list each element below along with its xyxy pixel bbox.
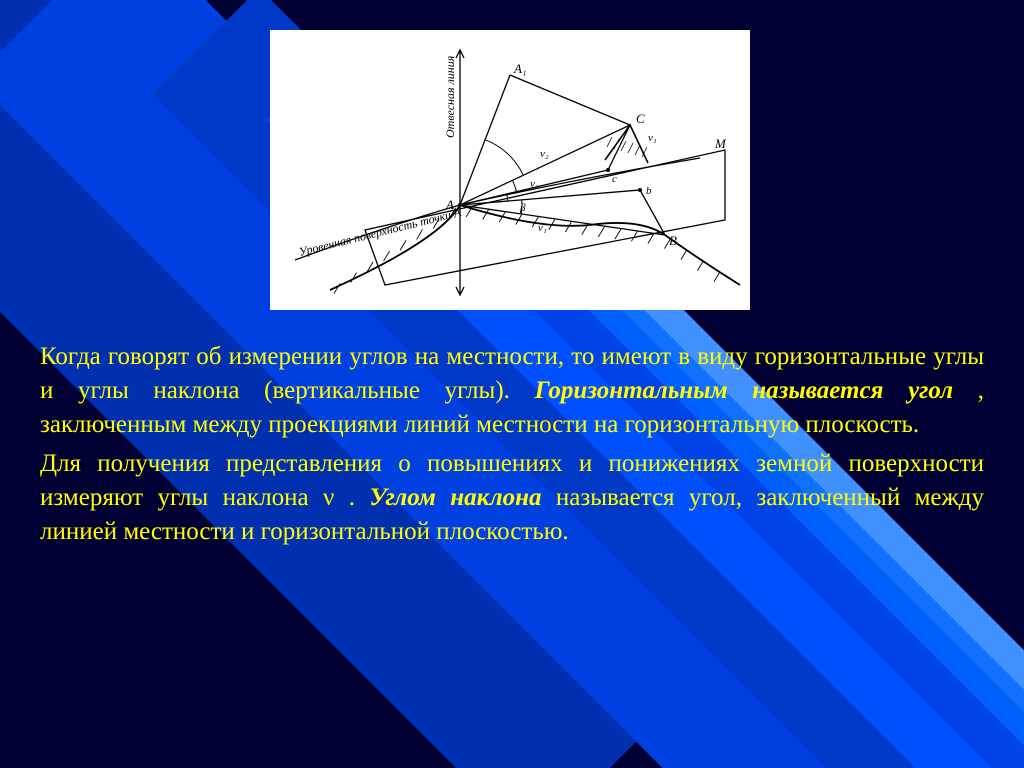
term-inclination-angle: Углом наклона: [369, 484, 541, 511]
svg-text:M: M: [714, 136, 727, 151]
svg-text:B: B: [669, 233, 677, 248]
slide-root: AA₁CcbBMν₂ν₂βν₁ν₁Отвесная линияУровенная…: [0, 0, 1024, 768]
svg-text:β: β: [519, 202, 526, 214]
svg-text:c: c: [612, 173, 617, 185]
svg-text:ν₁: ν₁: [538, 222, 547, 234]
svg-text:Отвесная линия: Отвесная линия: [443, 55, 457, 138]
geodesy-diagram: AA₁CcbBMν₂ν₂βν₁ν₁Отвесная линияУровенная…: [270, 30, 750, 310]
svg-text:ν₂: ν₂: [540, 148, 549, 160]
svg-text:b: b: [646, 185, 652, 197]
svg-text:ν₂: ν₂: [530, 178, 539, 190]
para2-part-b: .: [349, 484, 370, 511]
svg-text:ν₁: ν₁: [648, 132, 657, 144]
svg-text:C: C: [636, 111, 645, 126]
svg-text:Уровенная поверхность точки A: Уровенная поверхность точки A: [297, 205, 463, 259]
body-text: Когда говорят об измерении углов на мест…: [40, 340, 984, 549]
term-horizontal-angle: Горизонтальным называется угол: [535, 377, 954, 404]
symbol-nu: ν: [323, 484, 334, 511]
svg-text:A₁: A₁: [513, 61, 526, 76]
diagram-container: AA₁CcbBMν₂ν₂βν₁ν₁Отвесная линияУровенная…: [270, 30, 750, 310]
